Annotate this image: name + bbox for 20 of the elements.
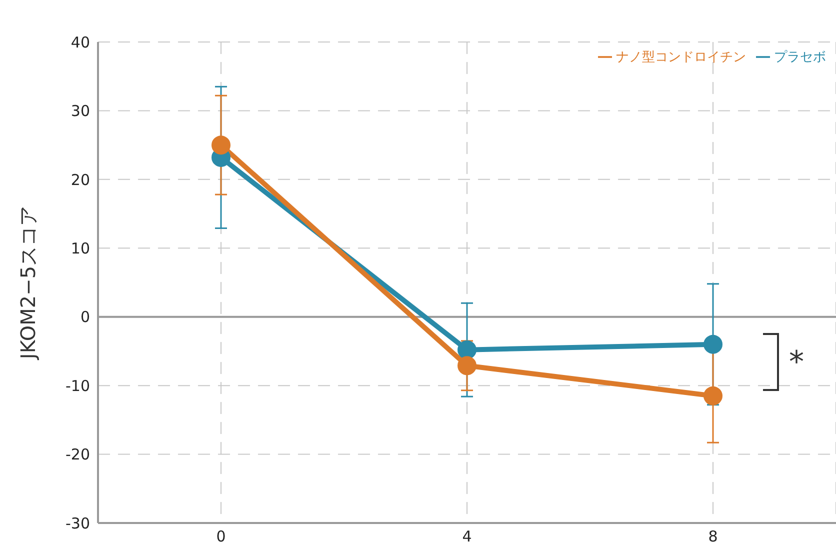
y-tick-label: 30 xyxy=(70,102,90,120)
x-tick-label: 0 xyxy=(216,528,226,546)
y-tick-label: 20 xyxy=(70,170,90,189)
y-tick-label: -30 xyxy=(66,514,90,532)
y-tick-label: 10 xyxy=(70,239,90,258)
point xyxy=(212,136,230,155)
legend-label: ナノ型コンドロイチン xyxy=(616,50,746,65)
point xyxy=(704,386,722,406)
y-tick-label: -20 xyxy=(66,446,90,464)
legend-label: プラセボ xyxy=(774,50,826,65)
point xyxy=(458,340,476,360)
y-tick-label: 40 xyxy=(70,33,90,52)
y-axis-title: JKOM2−5スコア xyxy=(16,206,40,362)
x-tick-label: 8 xyxy=(708,528,718,546)
point xyxy=(458,356,476,376)
y-tick-label: 0 xyxy=(80,308,90,326)
y-tick-label: -10 xyxy=(66,376,90,395)
x-tick-label: 4 xyxy=(462,528,472,546)
point xyxy=(704,334,722,354)
annotation: * xyxy=(789,344,804,380)
